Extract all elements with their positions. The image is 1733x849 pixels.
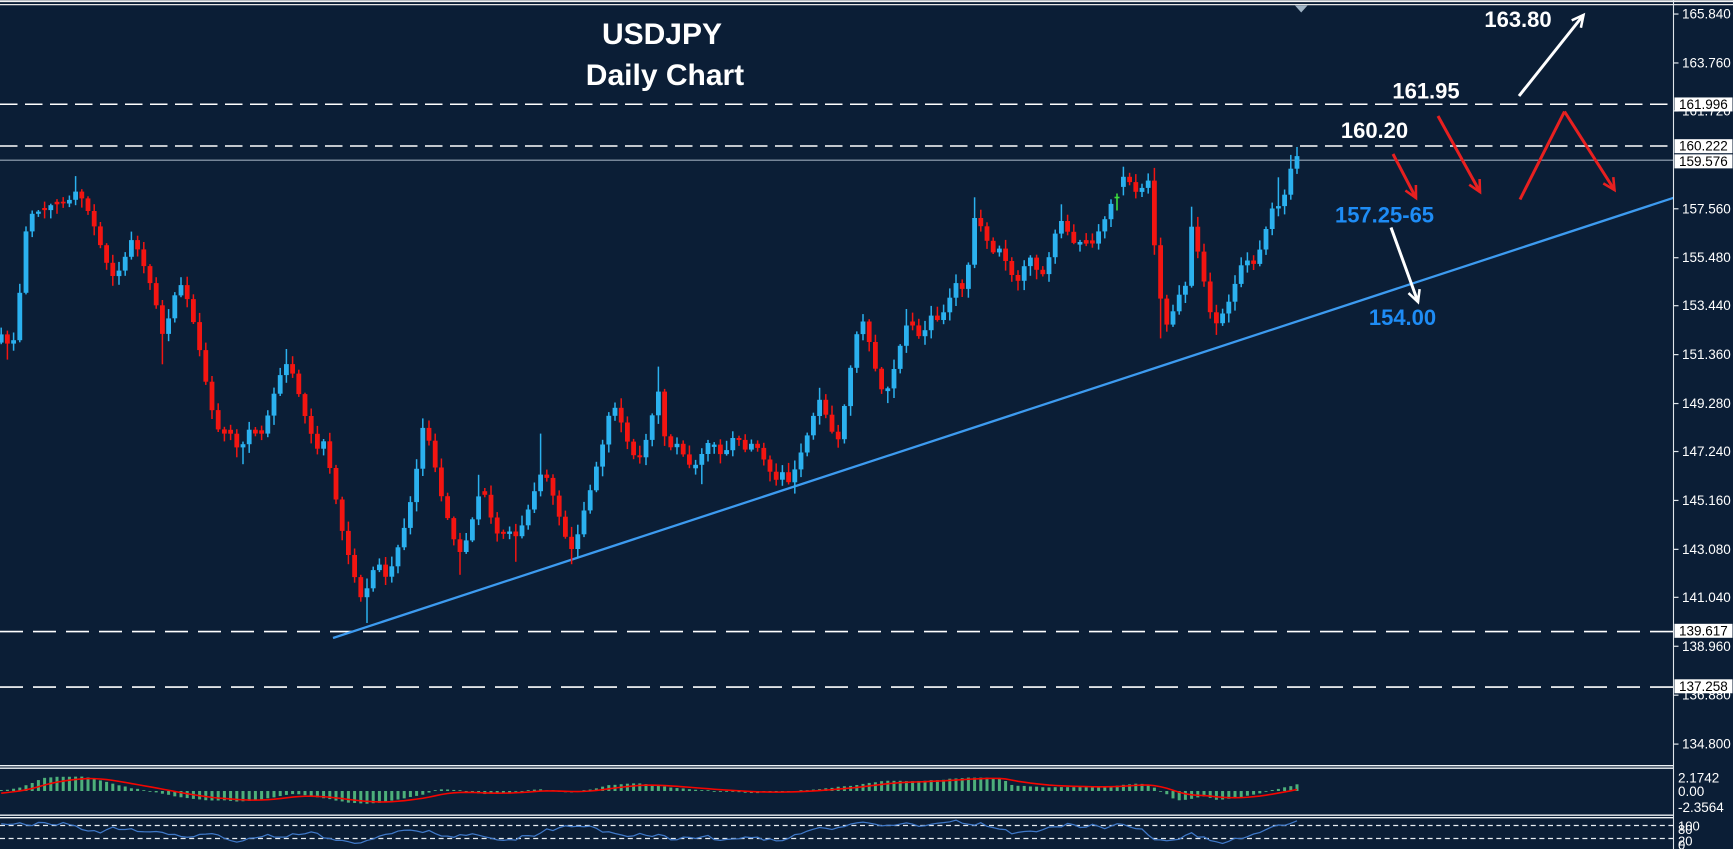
- svg-text:149.280: 149.280: [1682, 396, 1731, 411]
- svg-text:USDJPY: USDJPY: [602, 18, 722, 51]
- svg-text:139.617: 139.617: [1679, 623, 1728, 638]
- svg-text:157.25-65: 157.25-65: [1335, 203, 1434, 228]
- svg-text:165.840: 165.840: [1682, 7, 1731, 22]
- svg-text:154.00: 154.00: [1369, 305, 1436, 330]
- svg-text:161.95: 161.95: [1392, 79, 1459, 104]
- svg-text:-2.3564: -2.3564: [1678, 800, 1724, 815]
- svg-text:153.440: 153.440: [1682, 298, 1731, 313]
- svg-text:141.040: 141.040: [1682, 590, 1731, 605]
- svg-text:0.00: 0.00: [1678, 784, 1704, 799]
- svg-text:80: 80: [1678, 822, 1692, 837]
- svg-text:0: 0: [1678, 838, 1685, 849]
- svg-text:151.360: 151.360: [1682, 347, 1731, 362]
- svg-text:159.576: 159.576: [1679, 154, 1728, 169]
- svg-text:134.800: 134.800: [1682, 737, 1731, 752]
- svg-text:20: 20: [1678, 834, 1692, 849]
- svg-text:138.960: 138.960: [1682, 639, 1731, 654]
- svg-text:160.222: 160.222: [1679, 139, 1728, 154]
- svg-text:155.480: 155.480: [1682, 250, 1731, 265]
- svg-text:147.240: 147.240: [1682, 444, 1731, 459]
- svg-text:163.760: 163.760: [1682, 55, 1731, 70]
- svg-text:157.560: 157.560: [1682, 201, 1731, 216]
- svg-text:100: 100: [1678, 818, 1700, 833]
- svg-text:163.80: 163.80: [1484, 7, 1551, 32]
- svg-text:160.20: 160.20: [1341, 118, 1408, 143]
- svg-text:145.160: 145.160: [1682, 493, 1731, 508]
- svg-text:Daily Chart: Daily Chart: [586, 59, 744, 92]
- svg-text:137.258: 137.258: [1679, 679, 1728, 694]
- svg-text:143.080: 143.080: [1682, 542, 1731, 557]
- svg-text:161.996: 161.996: [1679, 97, 1728, 112]
- svg-text:2.1742: 2.1742: [1678, 771, 1719, 786]
